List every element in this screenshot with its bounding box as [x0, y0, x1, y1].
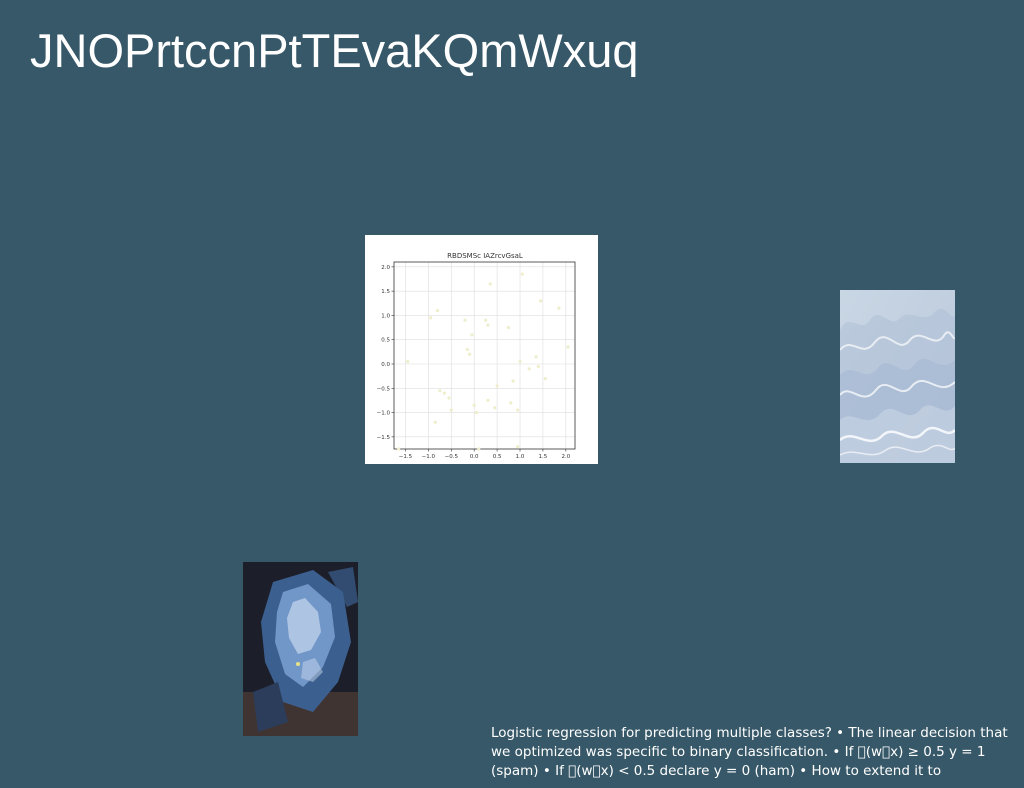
- waves-artwork: [840, 290, 955, 463]
- chart-x-tick-label: 0.5: [493, 454, 502, 460]
- chart-point: [539, 299, 543, 303]
- chart-point: [449, 408, 453, 412]
- chart-point: [484, 318, 488, 322]
- chart-x-tick-label: 1.5: [539, 454, 548, 460]
- wavy-abstract-image: [840, 290, 955, 463]
- chart-point: [520, 272, 524, 276]
- chart-points: [396, 272, 570, 451]
- chart-point: [518, 359, 522, 364]
- chart-point: [438, 389, 442, 393]
- chart-y-tick-label: −0.5: [377, 386, 391, 392]
- chart-point: [396, 447, 401, 451]
- chart-point: [543, 376, 547, 381]
- chart-point: [406, 359, 410, 364]
- chart-y-tick-label: −1.5: [377, 435, 391, 441]
- chart-point: [493, 406, 497, 410]
- chart-point: [566, 345, 570, 349]
- chart-x-tick-label: −1.0: [422, 454, 436, 460]
- chart-point: [447, 396, 451, 400]
- chart-y-tick-label: −1.0: [377, 411, 391, 417]
- chart-point: [495, 384, 499, 388]
- chart-plot-area: [393, 261, 576, 450]
- chart-point: [509, 401, 513, 405]
- scatter-chart: RBDSMSc IAZrcvGsaL −1.5 −1.0 −0.5 0.0 0.5 1.0…: [365, 235, 598, 464]
- chart-title: RBDSMSc IAZrcvGsaL: [447, 252, 523, 260]
- slide-body-text: Logistic regression for predicting multi…: [491, 725, 1008, 779]
- chart-point: [557, 306, 561, 310]
- chart-x-tick-label: 1.0: [516, 454, 525, 460]
- chart-point: [488, 282, 492, 286]
- chart-y-tick-label: 1.5: [381, 289, 390, 295]
- rock-artwork: [243, 562, 358, 736]
- chart-point: [534, 355, 538, 359]
- chart-y-tick-label: 1.0: [381, 313, 390, 319]
- chart-point: [429, 316, 433, 320]
- chart-point: [468, 352, 472, 356]
- chart-y-tick-label: 0.0: [381, 362, 390, 368]
- chart-x-axis: −1.5 −1.0 −0.5 0.0 0.5 1.0 1.5 2.0: [399, 449, 571, 460]
- chart-point: [472, 403, 476, 407]
- chart-point: [463, 318, 467, 322]
- slide-title: JNOPrtccnPtTEvaKQmWxuq: [30, 24, 639, 77]
- chart-point: [433, 420, 437, 424]
- chart-y-tick-label: 2.0: [381, 265, 390, 271]
- chart-point: [516, 444, 520, 449]
- chart-point: [511, 379, 515, 383]
- chart-point: [477, 447, 481, 451]
- chart-y-tick-label: 0.5: [381, 338, 390, 344]
- chart-point: [442, 391, 447, 395]
- chart-point: [486, 323, 490, 327]
- chart-point: [435, 308, 440, 313]
- chart-point: [516, 408, 520, 412]
- chart-point: [536, 364, 540, 369]
- chart-x-tick-label: 2.0: [561, 454, 570, 460]
- rock-photo-image: [243, 562, 358, 736]
- chart-point: [474, 410, 479, 415]
- chart-x-tick-label: −1.5: [399, 454, 413, 460]
- chart-y-axis: 2.0 1.5 1.0 0.5 0.0 −0.5 −1.0 −1.5: [377, 265, 394, 441]
- chart-x-tick-label: −0.5: [445, 454, 459, 460]
- chart-point: [527, 367, 531, 371]
- chart-point: [506, 325, 511, 330]
- chart-point: [486, 398, 490, 403]
- chart-grid: [394, 262, 575, 449]
- chart-point: [470, 333, 474, 337]
- chart-x-tick-label: 0.0: [470, 454, 479, 460]
- chart-point: [465, 347, 469, 352]
- scatter-chart-svg: RBDSMSc IAZrcvGsaL −1.5 −1.0 −0.5 0.0 0.5 1.0…: [377, 252, 576, 460]
